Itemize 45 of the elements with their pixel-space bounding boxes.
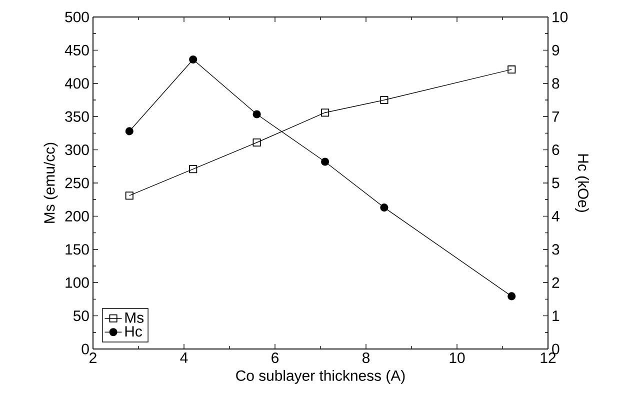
y-tick-label: 500 bbox=[65, 12, 89, 22]
point bbox=[189, 55, 198, 64]
y2-tick-label: 8 bbox=[552, 78, 560, 89]
point bbox=[380, 204, 388, 212]
y-tick-label: 350 bbox=[65, 111, 89, 122]
y-tick-label: 150 bbox=[66, 244, 89, 255]
x-tick-label: 10 bbox=[450, 352, 465, 364]
point bbox=[508, 65, 516, 74]
y-tick-label: 450 bbox=[64, 44, 89, 56]
y2-tick-label: 10 bbox=[552, 12, 568, 22]
y2-tick-label: 4 bbox=[552, 211, 560, 222]
y-tick-label: 100 bbox=[66, 277, 89, 288]
y-axis-title: Ms (emu/cc) bbox=[44, 142, 58, 223]
point bbox=[380, 96, 388, 104]
x-tick-label: 12 bbox=[540, 352, 556, 363]
point bbox=[252, 110, 261, 118]
point bbox=[252, 138, 261, 147]
y-tick-label: 250 bbox=[65, 178, 89, 188]
y2-tick-label: 0 bbox=[552, 344, 560, 354]
y2-tick-label: 3 bbox=[552, 244, 560, 255]
x-tick-label: 4 bbox=[180, 352, 188, 363]
legend-label: Ms bbox=[125, 312, 144, 323]
x-tick-label: 8 bbox=[362, 352, 370, 364]
x-axis-title: Co sublayer thickness (A) bbox=[236, 370, 405, 384]
y-tick-label: 400 bbox=[64, 78, 89, 89]
x-tick-label: 2 bbox=[90, 352, 96, 363]
legend-label: Hc bbox=[125, 326, 142, 337]
y2-tick-label: 2 bbox=[552, 277, 560, 288]
point bbox=[189, 165, 198, 174]
y-tick-label: 300 bbox=[65, 144, 89, 156]
point bbox=[321, 158, 330, 166]
y2-tick-label: 5 bbox=[552, 178, 560, 188]
point bbox=[508, 292, 516, 300]
x-tick-label: 6 bbox=[272, 352, 279, 364]
y-tick-label: 0 bbox=[82, 344, 89, 354]
y2-tick-label: 1 bbox=[552, 310, 560, 321]
point bbox=[125, 127, 134, 136]
y2-tick-label: 9 bbox=[552, 44, 560, 56]
y2-tick-label: 6 bbox=[552, 144, 560, 156]
point bbox=[125, 192, 134, 200]
y2-tick-label: 7 bbox=[552, 111, 560, 122]
point bbox=[321, 108, 330, 117]
y-tick-label: 200 bbox=[65, 210, 89, 222]
y2-axis-title: Hc (kOe) bbox=[574, 154, 589, 212]
y-tick-label: 50 bbox=[73, 310, 89, 322]
